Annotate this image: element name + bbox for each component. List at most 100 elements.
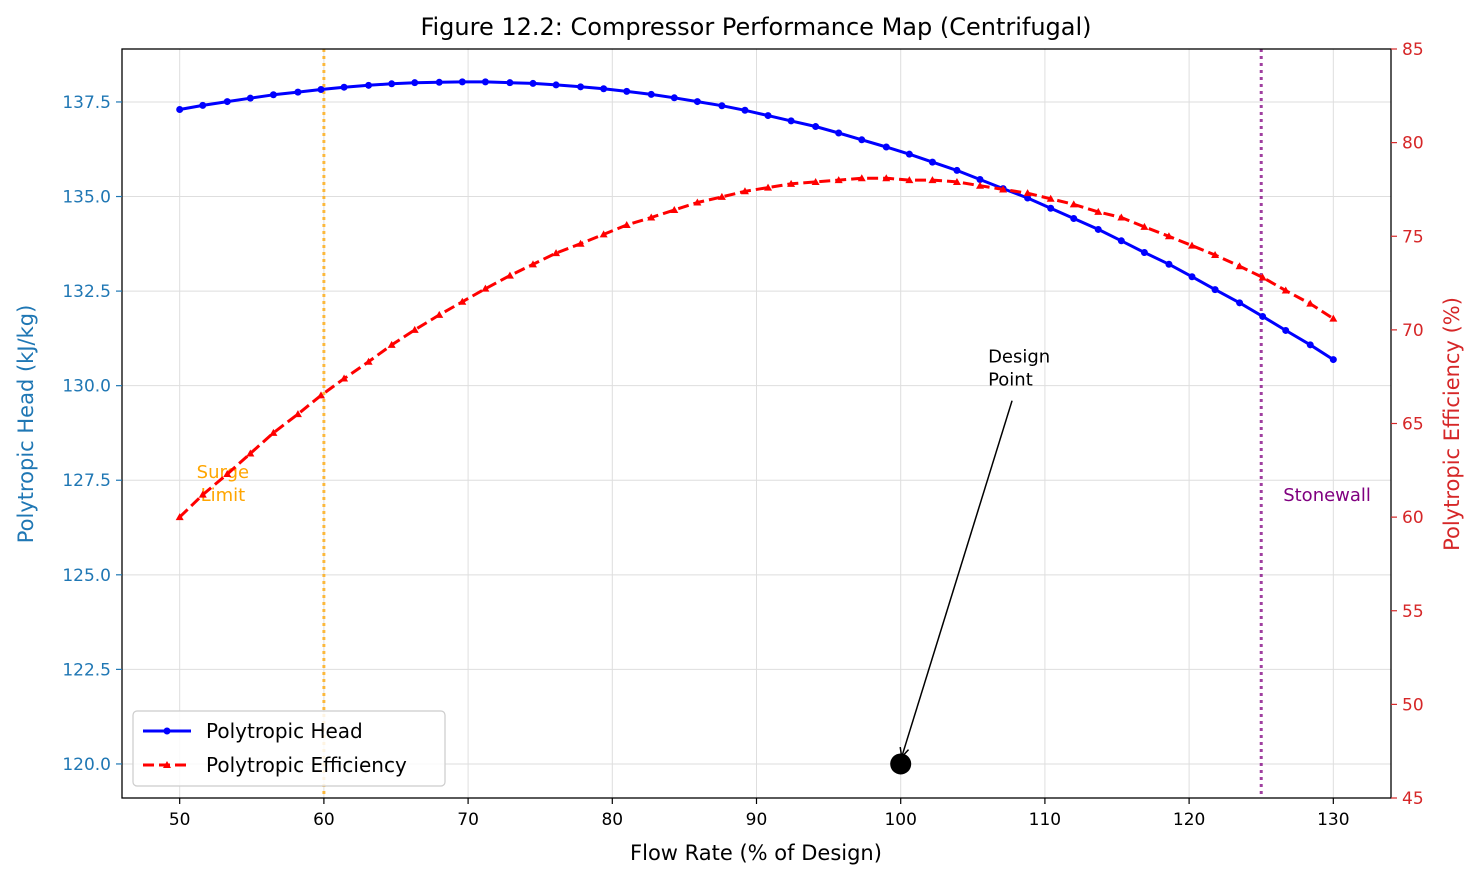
data-point-head	[1306, 341, 1314, 349]
data-point-efficiency	[1069, 200, 1078, 208]
legend-head-label: Polytropic Head	[206, 719, 363, 743]
legend: Polytropic Head Polytropic Efficiency	[132, 710, 446, 787]
x-tick-label: 130	[1317, 810, 1349, 830]
data-point-efficiency	[175, 513, 184, 521]
data-point-efficiency	[269, 428, 278, 436]
y-left-tick-label: 130.0	[62, 377, 111, 397]
data-point-head	[577, 83, 585, 91]
data-point-head	[718, 102, 726, 110]
data-point-head	[1329, 356, 1337, 364]
data-point-head	[1094, 225, 1102, 233]
data-point-efficiency	[882, 174, 891, 182]
series-line-efficiency	[178, 176, 1335, 519]
x-tick-label: 70	[457, 810, 479, 830]
data-point-head	[223, 98, 231, 106]
data-point-efficiency	[364, 357, 373, 365]
data-point-head	[1140, 249, 1148, 257]
data-point-head	[858, 136, 866, 144]
data-point-efficiency	[387, 340, 396, 348]
data-point-efficiency	[223, 470, 232, 478]
data-point-efficiency	[1235, 262, 1244, 270]
reference-label-stonewall: Stonewall	[1283, 485, 1371, 506]
y-axis-left-label: Polytropic Head (kJ/kg)	[14, 305, 38, 544]
legend-box	[132, 710, 446, 787]
y-right-tick-label: 85	[1402, 40, 1424, 60]
y-right-tick-label: 45	[1402, 789, 1424, 809]
data-point-head	[506, 79, 514, 87]
data-point-efficiency	[1187, 241, 1196, 249]
data-point-head	[317, 85, 325, 93]
legend-head-marker-swatch	[163, 727, 171, 735]
reference-lines-layer: Surge Limit Stonewall	[197, 49, 1371, 798]
design-point-label-line: Point	[988, 370, 1033, 391]
data-point-head	[481, 78, 489, 86]
data-point-efficiency	[317, 391, 326, 399]
data-point-efficiency	[834, 176, 843, 184]
chart-title: Figure 12.2: Compressor Performance Map …	[420, 13, 1091, 41]
data-point-head	[1236, 299, 1244, 307]
y-right-tick-label: 80	[1402, 134, 1424, 154]
data-point-efficiency	[1094, 207, 1103, 215]
y-left-tick-label: 137.5	[62, 93, 111, 113]
grid-layer	[122, 49, 1391, 798]
design-point-label: Design Point	[988, 347, 1050, 391]
data-point-head	[953, 166, 961, 174]
data-point-efficiency	[1023, 189, 1032, 197]
data-point-head	[693, 98, 701, 106]
data-point-efficiency	[622, 221, 631, 229]
y-right-tick-label: 55	[1402, 602, 1424, 622]
data-point-efficiency	[740, 187, 749, 195]
data-point-head	[1070, 214, 1078, 222]
data-point-efficiency	[670, 206, 679, 214]
data-point-efficiency	[340, 374, 349, 382]
data-point-head	[882, 143, 890, 151]
y-right-tick-label: 65	[1402, 415, 1424, 435]
data-point-head	[411, 79, 419, 87]
data-point-head	[1047, 204, 1055, 212]
data-point-head	[1024, 194, 1032, 202]
data-point-head	[246, 94, 254, 102]
data-point-head	[623, 87, 631, 95]
data-point-efficiency	[717, 192, 726, 200]
x-axis-label: Flow Rate (% of Design)	[630, 841, 882, 865]
data-point-efficiency	[647, 213, 656, 221]
data-point-efficiency	[1211, 250, 1220, 258]
data-point-head	[905, 150, 913, 158]
data-point-efficiency	[458, 297, 467, 305]
data-point-efficiency	[435, 310, 444, 318]
design-point-arrowhead	[899, 746, 910, 759]
data-point-efficiency	[787, 179, 796, 187]
data-point-efficiency	[1258, 273, 1267, 281]
legend-efficiency-marker-swatch	[163, 761, 171, 768]
data-point-head	[764, 112, 772, 120]
series-line-head	[179, 80, 1335, 361]
data-point-head	[269, 91, 277, 99]
x-tick-label: 110	[1029, 810, 1061, 830]
data-point-efficiency	[811, 177, 820, 185]
design-point-label-line: Design	[988, 347, 1050, 368]
data-point-head	[294, 88, 302, 96]
y-left-tick-label: 120.0	[62, 755, 111, 775]
y-right-tick-label: 60	[1402, 508, 1424, 528]
data-point-head	[600, 85, 608, 93]
data-point-head	[176, 106, 184, 114]
data-point-efficiency	[552, 249, 561, 257]
data-point-head	[458, 78, 466, 86]
data-point-head	[976, 176, 984, 184]
y-right-tick-label: 50	[1402, 695, 1424, 715]
design-point-marker	[890, 753, 912, 775]
data-point-head	[1117, 237, 1125, 245]
data-point-efficiency	[246, 449, 255, 457]
data-point-head	[552, 81, 560, 89]
data-point-head	[199, 101, 207, 109]
design-point-arrow	[900, 400, 1013, 758]
data-point-head	[787, 117, 795, 125]
data-point-efficiency	[198, 490, 207, 498]
data-point-head	[340, 83, 348, 91]
data-point-efficiency	[599, 230, 608, 238]
data-point-head	[529, 79, 537, 87]
data-point-efficiency	[1140, 222, 1149, 230]
data-point-efficiency	[999, 185, 1008, 193]
data-point-efficiency	[576, 239, 585, 247]
